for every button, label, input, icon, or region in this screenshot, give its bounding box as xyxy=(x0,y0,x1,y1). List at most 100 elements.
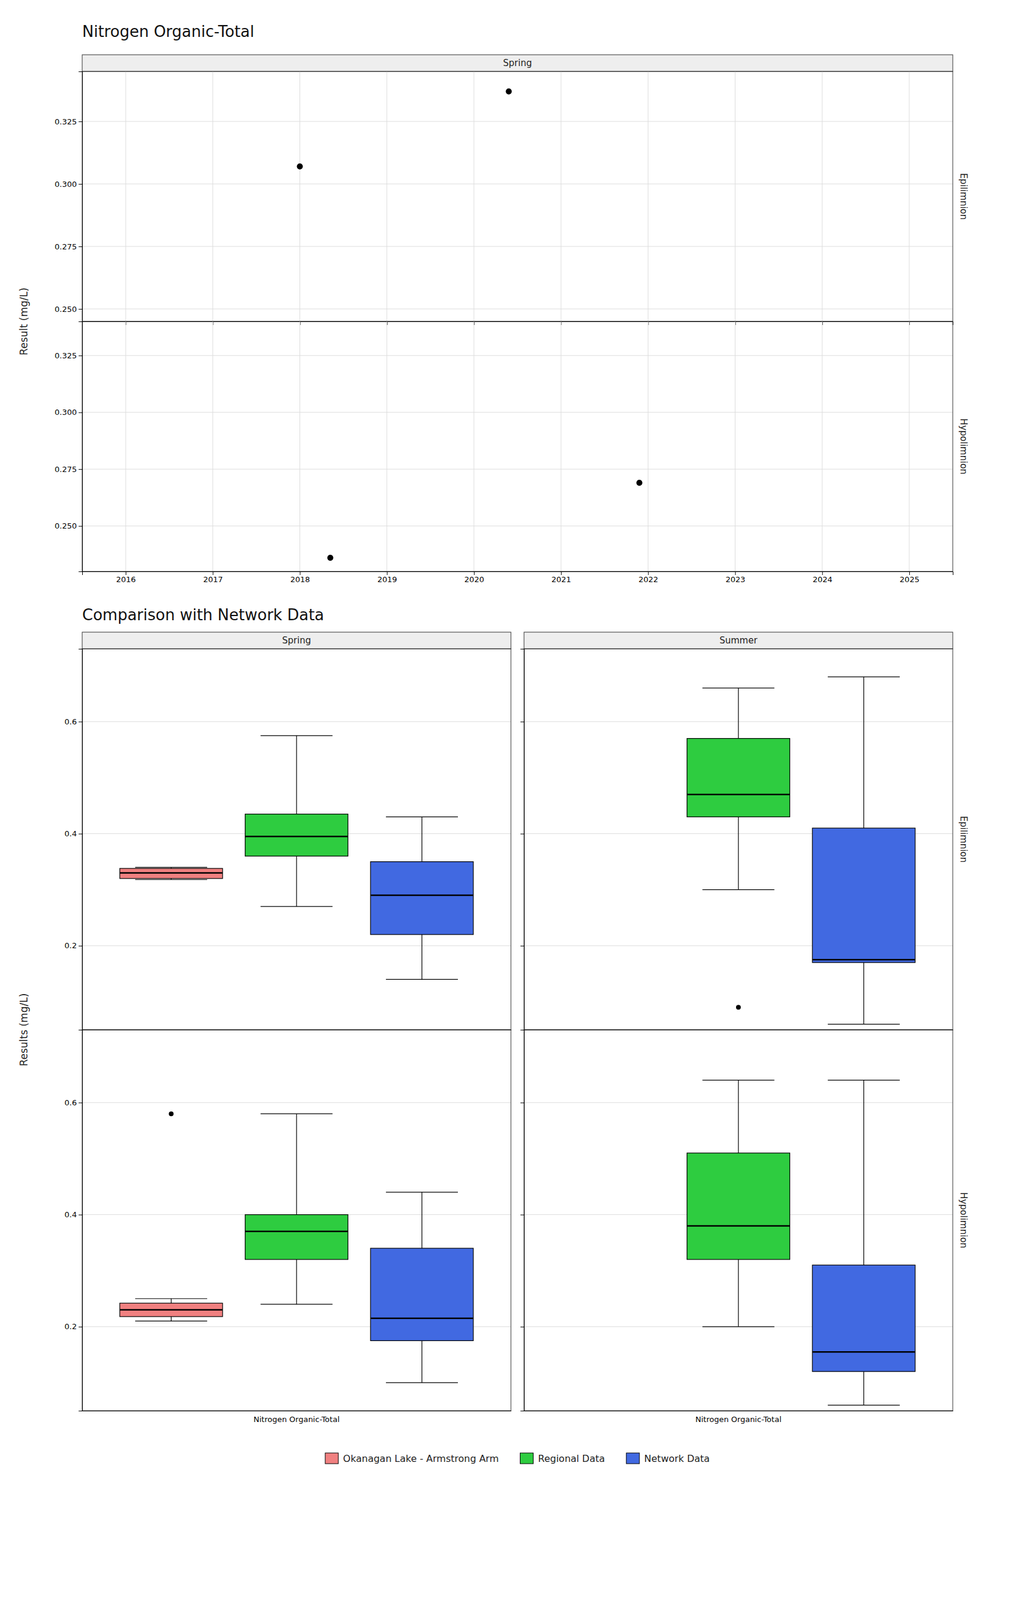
tick-mark xyxy=(78,246,83,248)
grid-line xyxy=(908,321,910,572)
whisker xyxy=(863,677,865,829)
grid xyxy=(82,321,953,572)
whisker-cap xyxy=(385,1382,458,1384)
whisker-cap xyxy=(702,1080,775,1081)
legend-label: Regional Data xyxy=(537,1453,605,1465)
plot-frame xyxy=(82,321,953,572)
y-axis-title: Results (mg/L) xyxy=(17,993,30,1068)
tick-label: 0.6 xyxy=(64,717,77,727)
tick-mark xyxy=(78,834,83,835)
box xyxy=(370,1192,474,1384)
outlier xyxy=(736,1005,741,1010)
tick-label: 2025 xyxy=(899,575,920,585)
marks xyxy=(296,88,512,170)
point xyxy=(505,88,512,95)
tick-mark xyxy=(78,1215,83,1216)
tick xyxy=(520,721,525,723)
grid-line xyxy=(82,309,953,310)
tick-label: 2024 xyxy=(812,575,833,585)
axis-line xyxy=(78,72,83,323)
whisker xyxy=(863,962,865,1025)
marks xyxy=(119,1111,474,1384)
box xyxy=(245,736,349,907)
tick-mark xyxy=(78,309,83,310)
panel: 0.2 0.4 0.6 Nitrogen Organic-Total xyxy=(64,1030,511,1425)
tick: 0.325 xyxy=(54,117,83,127)
tick: 0.6 xyxy=(64,1098,83,1108)
tick: 0.275 xyxy=(54,465,83,475)
plot-frame xyxy=(524,1030,953,1412)
grid-line xyxy=(908,71,910,322)
tick xyxy=(520,946,525,947)
whisker-cap xyxy=(385,1192,458,1193)
whisker-cap xyxy=(702,1326,775,1328)
tick-label: 0.6 xyxy=(64,1098,77,1108)
grid-line xyxy=(82,1102,511,1104)
whisker-cap xyxy=(827,676,900,678)
tick: 2023 xyxy=(725,571,745,585)
whisker xyxy=(421,1192,423,1249)
legend-swatch xyxy=(626,1453,640,1465)
tick-mark xyxy=(78,469,83,470)
box-body xyxy=(119,868,223,879)
axis-line xyxy=(520,649,525,1031)
axis xyxy=(520,649,525,1031)
tick-mark xyxy=(78,355,83,357)
tick-mark xyxy=(474,571,475,576)
tick-mark xyxy=(387,571,388,576)
median xyxy=(245,1231,349,1234)
grid-line xyxy=(82,355,953,357)
whisker xyxy=(170,1317,172,1322)
legend-swatch xyxy=(325,1453,339,1465)
box-body xyxy=(812,1265,916,1372)
chart-title: Nitrogen Organic-Total xyxy=(82,22,255,41)
tick-mark xyxy=(735,571,737,576)
tick-label: Nitrogen Organic-Total xyxy=(253,1415,341,1425)
box-body xyxy=(119,1303,223,1318)
grid-line xyxy=(821,71,823,322)
axis-line xyxy=(82,572,954,576)
median xyxy=(687,793,791,796)
axis: 2016201720182019202020212022202320242025 xyxy=(82,571,954,585)
tick-mark xyxy=(78,1327,83,1328)
tick-label: 2019 xyxy=(377,575,398,585)
whisker xyxy=(295,856,297,907)
box-body xyxy=(245,1215,349,1261)
grid-line xyxy=(386,71,388,322)
strip-label: Spring xyxy=(282,635,311,647)
whisker-cap xyxy=(135,1298,208,1300)
plot-frame xyxy=(524,649,953,1031)
tick: 0.250 xyxy=(54,521,83,531)
grid-line xyxy=(125,321,127,572)
grid-line xyxy=(299,321,301,572)
axis: 0.250 0.275 0.300 0.325 xyxy=(54,322,83,573)
point xyxy=(327,554,334,561)
legend-item: Network Data xyxy=(626,1453,710,1465)
panel: 0.2500.2750.3000.32520162017201820192020… xyxy=(54,321,969,585)
plot-frame xyxy=(82,71,953,322)
tick: 0.6 xyxy=(64,717,83,727)
tick-label: 0.275 xyxy=(54,242,77,252)
tick-label: 0.2 xyxy=(64,1322,77,1332)
whisker xyxy=(421,1341,423,1384)
tick-label: 0.250 xyxy=(54,304,77,314)
tick-mark xyxy=(520,721,525,723)
grid-line xyxy=(212,321,214,572)
grid-line xyxy=(82,246,953,248)
tick-label: 0.2 xyxy=(64,941,77,951)
tick-mark xyxy=(520,1215,525,1216)
tick: 2019 xyxy=(377,571,398,585)
tick-mark xyxy=(520,1102,525,1104)
legend-item: Okanagan Lake - Armstrong Arm xyxy=(325,1453,499,1465)
axis-line xyxy=(82,1411,512,1412)
grid xyxy=(82,721,511,946)
whisker-cap xyxy=(827,1024,900,1025)
tick-label: 0.300 xyxy=(54,407,77,417)
tick-label: 0.4 xyxy=(64,1210,77,1220)
point xyxy=(636,479,643,486)
whisker xyxy=(295,1114,297,1215)
tick-label: 2021 xyxy=(551,575,572,585)
grid-line xyxy=(82,412,953,413)
tick-label: 2018 xyxy=(290,575,310,585)
tick-label: 0.325 xyxy=(54,351,77,361)
